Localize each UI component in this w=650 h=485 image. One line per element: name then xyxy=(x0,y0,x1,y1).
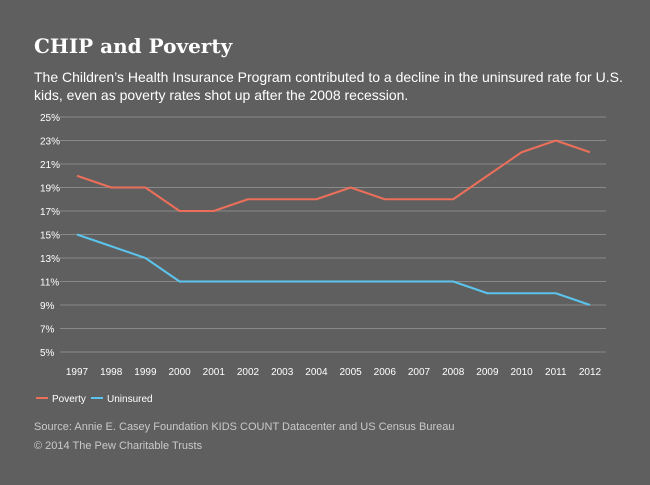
x-tick-label: 2001 xyxy=(203,367,226,378)
y-tick-label: 9% xyxy=(40,301,55,312)
x-tick-label: 2008 xyxy=(442,367,465,378)
x-tick-label: 2005 xyxy=(339,367,362,378)
x-tick-label: 1997 xyxy=(66,367,89,378)
x-tick-label: 2006 xyxy=(374,367,397,378)
y-tick-label: 17% xyxy=(40,207,60,218)
legend: Poverty Uninsured xyxy=(36,394,153,405)
x-tick-label: 2012 xyxy=(579,367,602,378)
x-tick-label: 2002 xyxy=(237,367,260,378)
x-tick-label: 1999 xyxy=(134,367,157,378)
x-tick-label: 2003 xyxy=(271,367,294,378)
x-tick-label: 1998 xyxy=(100,367,123,378)
x-tick-label: 2010 xyxy=(510,367,533,378)
chart-title: CHIP and Poverty xyxy=(34,34,233,58)
series-line-uninsured xyxy=(76,233,591,306)
x-tick-label: 2009 xyxy=(476,367,499,378)
y-axis-ticks: 5% 7% 9% 11% 13% 15% 17% 19% 21% 23% 25% xyxy=(40,113,60,359)
copyright-note: © 2014 The Pew Charitable Trusts xyxy=(34,440,203,452)
source-note: Source: Annie E. Casey Foundation KIDS C… xyxy=(34,421,455,433)
series-line-poverty xyxy=(76,139,591,212)
y-tick-label: 21% xyxy=(40,160,60,171)
x-tick-label: 2000 xyxy=(168,367,191,378)
x-tick-label: 2004 xyxy=(305,367,328,378)
legend-label-uninsured: Uninsured xyxy=(107,394,153,405)
y-tick-label: 25% xyxy=(40,113,60,124)
y-tick-label: 7% xyxy=(40,325,55,336)
y-tick-label: 19% xyxy=(40,184,60,195)
y-tick-label: 13% xyxy=(40,254,60,265)
legend-label-poverty: Poverty xyxy=(52,394,86,405)
x-tick-label: 2011 xyxy=(545,367,567,378)
x-axis-ticks: 1997 1998 1999 2000 2001 2002 2003 2004 2005 2006… xyxy=(66,367,602,378)
y-tick-label: 15% xyxy=(40,231,60,242)
y-tick-label: 23% xyxy=(40,137,60,148)
y-tick-label: 11% xyxy=(40,278,59,289)
series-lines xyxy=(76,139,591,306)
chart-subtitle: The Children’s Health Insurance Program … xyxy=(34,69,623,103)
x-tick-label: 2007 xyxy=(408,367,431,378)
y-tick-label: 5% xyxy=(40,348,55,359)
